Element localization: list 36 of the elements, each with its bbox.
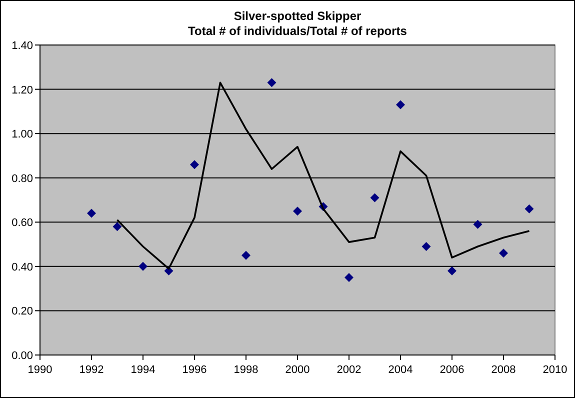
point (242, 250, 250, 260)
point (87, 208, 96, 218)
y-tick-label: 1.40 (12, 40, 33, 52)
point (138, 262, 148, 271)
y-tick-label: 1.20 (12, 84, 33, 96)
y-tick-label: 0.00 (12, 350, 33, 362)
x-tick-label: 1994 (130, 364, 156, 376)
point (499, 248, 508, 258)
point (396, 100, 405, 110)
point (190, 160, 199, 170)
x-tick-label: 2002 (336, 364, 362, 376)
y-tick-label: 0.20 (12, 306, 33, 318)
y-tick-label: 1.00 (12, 128, 33, 141)
x-tick-label: 2000 (285, 364, 310, 376)
y-tick-label: 0.80 (12, 172, 33, 185)
point (422, 242, 431, 251)
x-tick-label: 1998 (234, 364, 258, 376)
chart-subtitle: Total # of individuals/Total # of reports (188, 24, 408, 38)
y-tick-label: 0.60 (12, 217, 33, 230)
point (473, 220, 482, 229)
x-tick-label: 2004 (388, 364, 413, 376)
x-tick-label: 2010 (542, 364, 568, 376)
x-tick-label: 2006 (440, 364, 464, 376)
point (112, 222, 122, 232)
point (267, 78, 276, 88)
chart-title: Silver-spotted Skipper (234, 9, 362, 23)
x-tick-label: 1990 (28, 364, 52, 376)
x-tick-label: 1992 (79, 364, 104, 376)
point (448, 266, 456, 276)
point (344, 273, 354, 282)
x-tick-label: 1996 (182, 364, 207, 376)
point (370, 193, 380, 202)
y-tick-label: 0.40 (12, 261, 33, 274)
point (524, 204, 534, 214)
x-tick-label: 2008 (491, 364, 516, 376)
point (293, 206, 302, 216)
